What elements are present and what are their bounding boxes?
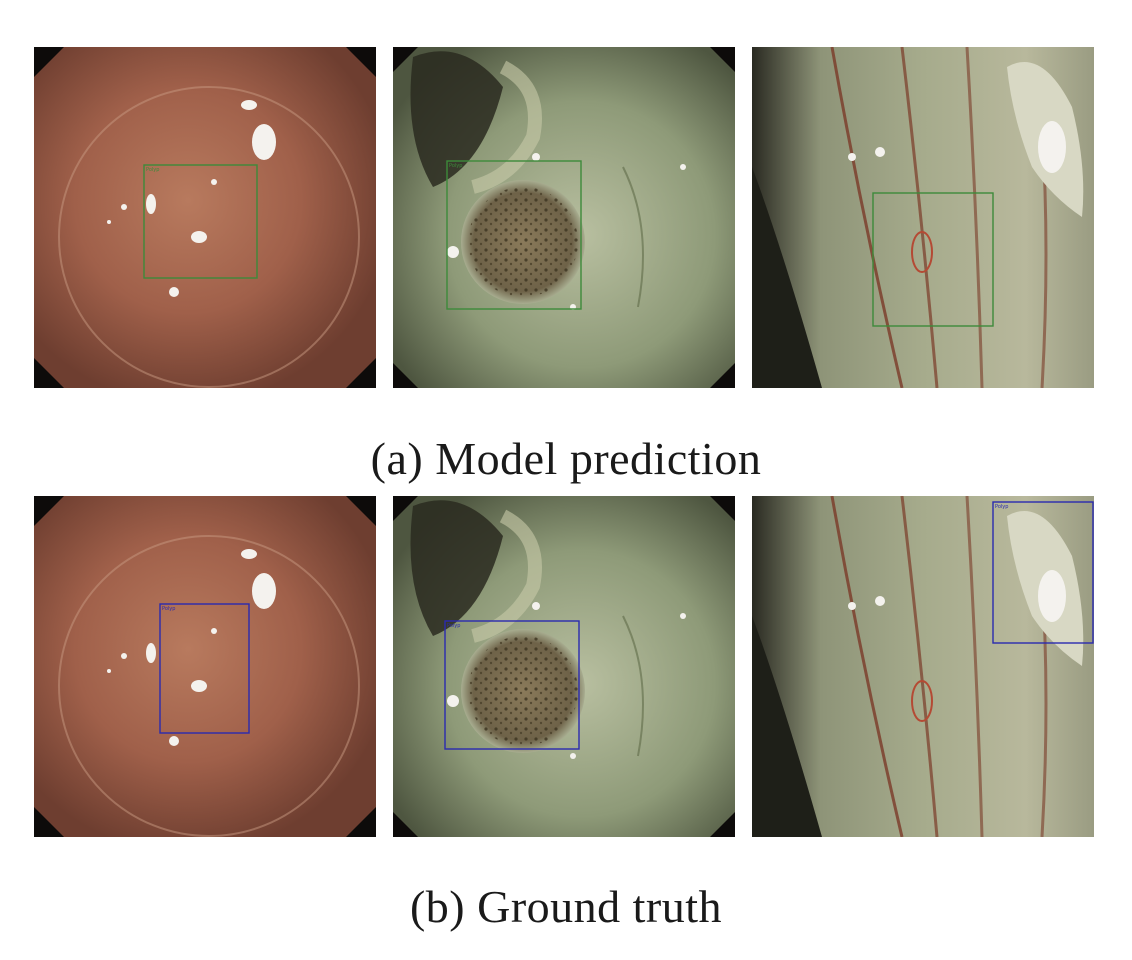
prediction-image-2: Polyp <box>393 47 735 388</box>
svg-text:Polyp: Polyp <box>447 623 460 629</box>
ground-truth-image-1: Polyp <box>34 496 376 837</box>
prediction-image-3 <box>752 47 1094 388</box>
ground-truth-box <box>992 501 1094 644</box>
svg-text:Polyp: Polyp <box>162 606 175 612</box>
specular-highlight <box>252 124 276 160</box>
box-label: Polyp <box>146 167 159 173</box>
caption-model-prediction: (a) Model prediction <box>370 433 762 484</box>
ground-truth-image-2: Polyp <box>393 496 735 837</box>
prediction-box <box>872 192 994 327</box>
ground-truth-box <box>444 620 580 750</box>
ground-truth-box <box>159 603 250 734</box>
svg-text:Polyp: Polyp <box>995 504 1008 510</box>
prediction-box <box>143 164 258 279</box>
caption-ground-truth: (b) Ground truth <box>409 881 723 932</box>
ground-truth-image-3: Polyp <box>752 496 1094 837</box>
prediction-box <box>446 160 582 310</box>
prediction-image-1: Polyp <box>34 47 376 388</box>
svg-text:Polyp: Polyp <box>449 163 462 169</box>
